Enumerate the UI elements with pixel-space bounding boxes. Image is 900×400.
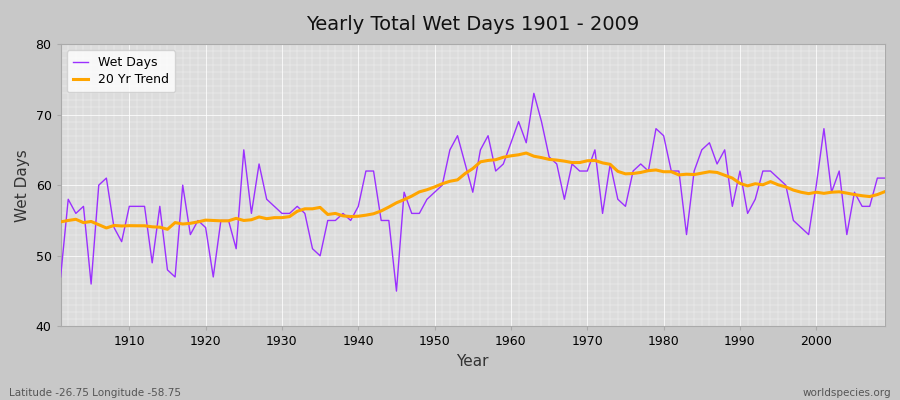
Wet Days: [506, 140, 517, 145]
20 Yr Trend: [521, 151, 532, 156]
Line: 20 Yr Trend: 20 Yr Trend: [60, 153, 885, 229]
Text: Latitude -26.75 Longitude -58.75: Latitude -26.75 Longitude -58.75: [9, 388, 181, 398]
20 Yr Trend: [506, 154, 517, 158]
20 Yr Trend: [292, 209, 302, 214]
Wet Days: [513, 119, 524, 124]
20 Yr Trend: [162, 227, 173, 232]
Wet Days: [116, 239, 127, 244]
Wet Days: [330, 218, 341, 223]
Wet Days: [55, 274, 66, 279]
Wet Days: [284, 211, 295, 216]
20 Yr Trend: [612, 169, 623, 174]
20 Yr Trend: [879, 189, 890, 194]
Legend: Wet Days, 20 Yr Trend: Wet Days, 20 Yr Trend: [67, 50, 176, 92]
Wet Days: [612, 197, 623, 202]
Wet Days: [528, 91, 539, 96]
Wet Days: [392, 289, 402, 294]
Text: worldspecies.org: worldspecies.org: [803, 388, 891, 398]
20 Yr Trend: [513, 152, 524, 157]
Wet Days: [879, 176, 890, 180]
Line: Wet Days: Wet Days: [60, 93, 885, 291]
20 Yr Trend: [116, 224, 127, 228]
20 Yr Trend: [55, 220, 66, 224]
20 Yr Trend: [338, 214, 348, 218]
Y-axis label: Wet Days: Wet Days: [15, 149, 30, 222]
Title: Yearly Total Wet Days 1901 - 2009: Yearly Total Wet Days 1901 - 2009: [306, 15, 639, 34]
X-axis label: Year: Year: [456, 354, 489, 369]
